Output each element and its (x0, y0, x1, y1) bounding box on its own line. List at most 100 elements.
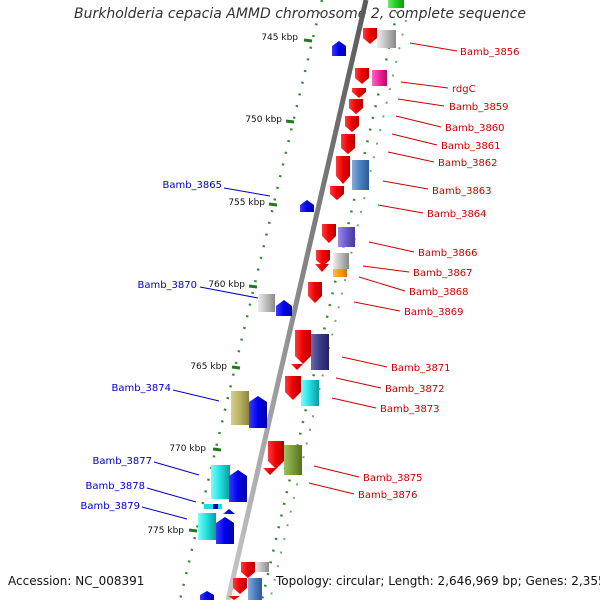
ruler-tick-775: 775 kbp (147, 526, 198, 536)
label-leader-line (395, 115, 442, 128)
gene-arrow[interactable] (276, 300, 292, 316)
gene-block[interactable] (333, 253, 349, 269)
gene-label-left[interactable]: Bamb_3865 (162, 180, 222, 191)
ruler-tick-label: 750 kbp (245, 115, 282, 125)
scale-dotted-line-outer (269, 19, 407, 600)
gene-label-right[interactable]: Bamb_3868 (409, 287, 469, 298)
gene-arrow[interactable] (291, 364, 303, 370)
gene-arrow[interactable] (223, 509, 235, 514)
gene-arrow[interactable] (216, 517, 234, 544)
gene-arrow[interactable] (241, 562, 255, 578)
gene-block[interactable] (231, 391, 249, 425)
gene-label-left[interactable]: Bamb_3870 (137, 280, 197, 291)
ruler-tick-770: 770 kbp (169, 444, 222, 454)
gene-arrow[interactable] (341, 134, 355, 154)
gene-label-right[interactable]: Bamb_3859 (449, 102, 509, 113)
gene-arrow[interactable] (355, 68, 369, 84)
label-leader-line (353, 301, 401, 312)
gene-arrow[interactable] (345, 116, 359, 132)
gene-arrow[interactable] (268, 441, 284, 469)
gene-arrow[interactable] (336, 156, 350, 184)
ruler-tick-label: 765 kbp (190, 362, 227, 372)
gene-arrow[interactable] (263, 468, 277, 475)
gene-block[interactable] (301, 380, 319, 406)
ruler-tick-mark (188, 528, 198, 533)
label-leader-line (377, 204, 424, 214)
gene-arrow[interactable] (352, 88, 366, 98)
gene-label-right[interactable]: Bamb_3860 (445, 123, 505, 134)
ruler-tick-mark (268, 202, 278, 207)
label-leader-line (199, 286, 259, 299)
gene-block[interactable] (372, 70, 387, 86)
ruler-tick-760: 760 kbp (208, 280, 258, 290)
gene-label-right[interactable]: Bamb_3876 (358, 490, 418, 501)
gene-arrow[interactable] (316, 250, 330, 266)
gene-arrow[interactable] (363, 28, 377, 44)
gene-block[interactable] (255, 562, 269, 572)
label-leader-line (362, 265, 410, 273)
label-leader-line (397, 98, 445, 107)
gene-arrow[interactable] (295, 330, 311, 364)
ruler-tick-label: 755 kbp (228, 198, 265, 208)
gene-arrow[interactable] (233, 578, 247, 594)
gene-label-right[interactable]: Bamb_3871 (391, 363, 451, 374)
gene-block[interactable] (198, 513, 216, 540)
gene-arrow[interactable] (315, 264, 329, 272)
gene-arrow[interactable] (228, 596, 240, 600)
gene-block[interactable] (377, 30, 396, 48)
gene-label-left[interactable]: Bamb_3879 (80, 501, 140, 512)
gene-label-right[interactable]: Bamb_3861 (441, 141, 501, 152)
gene-block[interactable] (352, 160, 369, 190)
label-leader-line (387, 151, 435, 163)
label-leader-line (146, 487, 197, 503)
label-leader-line (400, 81, 449, 89)
gene-block[interactable] (211, 465, 230, 499)
gene-arrow[interactable] (349, 99, 363, 114)
label-leader-line (409, 42, 458, 52)
gene-arrow[interactable] (330, 186, 344, 200)
gene-label-right[interactable]: Bamb_3869 (404, 307, 464, 318)
ruler-tick-label: 775 kbp (147, 526, 184, 536)
ruler-tick-755: 755 kbp (228, 198, 278, 208)
label-leader-line (358, 276, 406, 292)
gene-arrow[interactable] (300, 200, 314, 212)
gene-label-right[interactable]: rdgC (452, 84, 476, 95)
gene-label-left[interactable]: Bamb_3878 (85, 481, 145, 492)
gene-label-right[interactable]: Bamb_3866 (418, 248, 478, 259)
right-gene-labels: Bamb_3856 rdgC Bamb_3859 Bamb_3860 Bamb_… (308, 42, 520, 501)
gene-block[interactable] (311, 334, 329, 370)
gene-block[interactable] (248, 578, 262, 600)
gene-label-right[interactable]: Bamb_3872 (385, 384, 445, 395)
accession-text: Accession: NC_008391 (8, 574, 145, 588)
gene-block[interactable] (338, 227, 355, 247)
gene-arrow[interactable] (200, 591, 214, 600)
gene-arrow[interactable] (332, 41, 346, 56)
gene-label-left[interactable]: Bamb_3874 (111, 383, 171, 394)
gene-label-right[interactable]: Bamb_3864 (427, 209, 487, 220)
gene-arrow[interactable] (285, 376, 301, 400)
gene-label-right[interactable]: Bamb_3856 (460, 47, 520, 58)
label-leader-line (331, 397, 377, 409)
gene-label-right[interactable]: Bamb_3862 (438, 158, 498, 169)
gene-block[interactable] (388, 0, 404, 8)
ruler-tick-mark (303, 38, 313, 43)
gene-arrow[interactable] (322, 224, 336, 243)
gene-block[interactable] (213, 504, 218, 509)
gene-label-right[interactable]: Bamb_3875 (363, 473, 423, 484)
gene-arrow[interactable] (229, 470, 247, 502)
label-leader-line (382, 180, 429, 190)
gene-arrow[interactable] (249, 396, 267, 428)
gene-label-left[interactable]: Bamb_3877 (92, 456, 152, 467)
gene-label-right[interactable]: Bamb_3863 (432, 186, 492, 197)
ruler-tick-label: 760 kbp (208, 280, 245, 290)
label-leader-line (368, 241, 415, 253)
label-leader-line (308, 482, 355, 495)
gene-label-right[interactable]: Bamb_3873 (380, 404, 440, 415)
gene-arrow[interactable] (308, 282, 322, 303)
gene-block[interactable] (284, 445, 302, 475)
gene-block[interactable] (258, 294, 275, 312)
gene-block[interactable] (333, 269, 347, 277)
gene-label-right[interactable]: Bamb_3867 (413, 268, 473, 279)
